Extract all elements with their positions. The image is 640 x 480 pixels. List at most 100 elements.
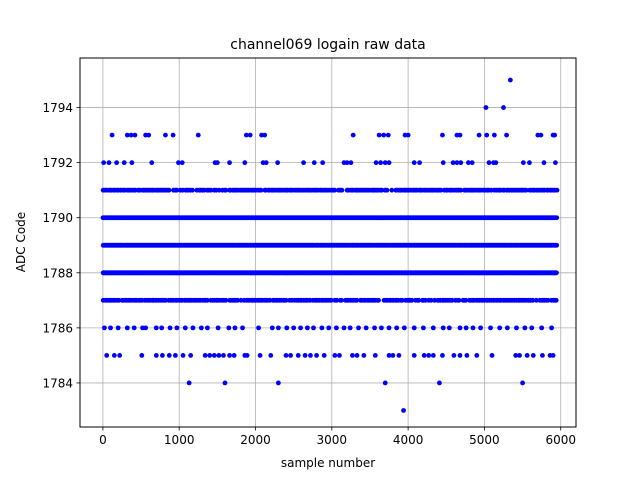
data-point xyxy=(514,325,519,331)
data-point xyxy=(554,215,560,221)
data-point xyxy=(504,132,509,138)
data-point xyxy=(478,325,484,331)
data-point xyxy=(386,160,392,166)
data-point xyxy=(523,187,529,193)
data-point xyxy=(240,325,245,331)
data-point xyxy=(159,325,165,331)
data-point xyxy=(223,297,229,303)
y-tick-label: 1784 xyxy=(42,376,73,390)
data-point xyxy=(291,325,297,331)
data-point xyxy=(101,160,107,166)
data-point xyxy=(332,187,338,193)
data-point xyxy=(172,353,178,358)
data-point xyxy=(160,353,165,358)
data-point xyxy=(438,187,444,193)
data-point xyxy=(440,353,445,358)
data-point xyxy=(223,187,229,193)
data-point xyxy=(341,325,347,331)
data-point xyxy=(153,325,159,331)
data-point xyxy=(114,160,120,166)
data-point xyxy=(456,297,462,303)
data-point xyxy=(493,160,499,166)
data-point xyxy=(243,132,249,138)
data-point xyxy=(258,187,264,193)
data-point xyxy=(131,325,137,331)
data-point xyxy=(319,325,325,331)
data-point xyxy=(269,325,275,331)
data-point xyxy=(457,325,463,331)
data-point xyxy=(390,353,396,358)
data-point xyxy=(470,325,476,331)
data-point xyxy=(109,132,115,138)
data-point xyxy=(376,132,382,138)
data-point xyxy=(320,160,326,166)
data-point xyxy=(483,105,489,110)
data-point xyxy=(527,160,532,166)
data-point xyxy=(128,132,134,138)
y-tick-label: 1786 xyxy=(42,321,73,335)
data-point xyxy=(440,325,446,331)
data-point xyxy=(179,160,185,166)
data-point xyxy=(554,187,560,193)
data-point xyxy=(211,353,217,358)
data-point xyxy=(204,297,210,303)
data-point xyxy=(372,325,377,331)
data-point xyxy=(202,353,208,358)
data-point xyxy=(226,325,232,331)
data-point xyxy=(190,325,196,331)
data-point xyxy=(430,325,436,331)
data-point xyxy=(283,297,289,303)
data-point xyxy=(401,408,406,413)
data-point xyxy=(520,160,526,166)
y-tick-label: 1792 xyxy=(42,156,73,170)
data-point xyxy=(484,132,490,138)
y-tick-label: 1794 xyxy=(42,101,73,115)
data-point xyxy=(376,297,381,303)
data-point xyxy=(501,105,506,110)
data-point xyxy=(115,325,121,331)
data-point xyxy=(170,132,176,138)
data-point xyxy=(304,325,310,331)
data-point xyxy=(463,297,469,303)
data-point xyxy=(389,187,395,193)
data-point xyxy=(386,353,392,358)
data-point xyxy=(446,325,452,331)
data-point xyxy=(457,353,463,358)
x-tick-label: 6000 xyxy=(545,433,576,447)
data-point xyxy=(167,325,173,331)
data-point xyxy=(401,325,407,331)
data-point xyxy=(417,160,422,166)
y-tick-label: 1790 xyxy=(42,211,73,225)
data-point xyxy=(311,160,317,166)
x-tick-label: 1000 xyxy=(164,433,195,447)
x-tick-label: 2000 xyxy=(240,433,271,447)
data-point xyxy=(276,380,281,386)
data-point xyxy=(454,160,460,166)
data-point xyxy=(363,325,369,331)
data-point xyxy=(337,353,342,358)
data-point xyxy=(153,353,159,358)
data-point xyxy=(504,325,510,331)
data-point xyxy=(469,160,475,166)
axis-ticks: 0 1000 2000 3000 4000 5000 6000 1784 1786 1788 179… xyxy=(42,101,576,447)
data-point xyxy=(328,297,334,303)
data-point xyxy=(166,353,172,358)
data-point xyxy=(166,187,172,193)
data-point xyxy=(242,160,248,166)
data-point xyxy=(507,77,513,83)
data-point xyxy=(268,353,274,358)
data-point xyxy=(538,132,544,138)
data-point xyxy=(420,325,426,331)
x-axis-label: sample number xyxy=(281,456,375,470)
data-point xyxy=(372,353,378,358)
data-point xyxy=(215,325,221,331)
data-point xyxy=(373,160,379,166)
data-point xyxy=(221,353,226,358)
data-point xyxy=(198,325,204,331)
data-point xyxy=(385,132,391,138)
data-point xyxy=(474,353,480,358)
data-point xyxy=(235,297,240,303)
data-point xyxy=(124,325,130,331)
data-point xyxy=(232,325,238,331)
y-axis-label: ADC Code xyxy=(14,212,28,272)
